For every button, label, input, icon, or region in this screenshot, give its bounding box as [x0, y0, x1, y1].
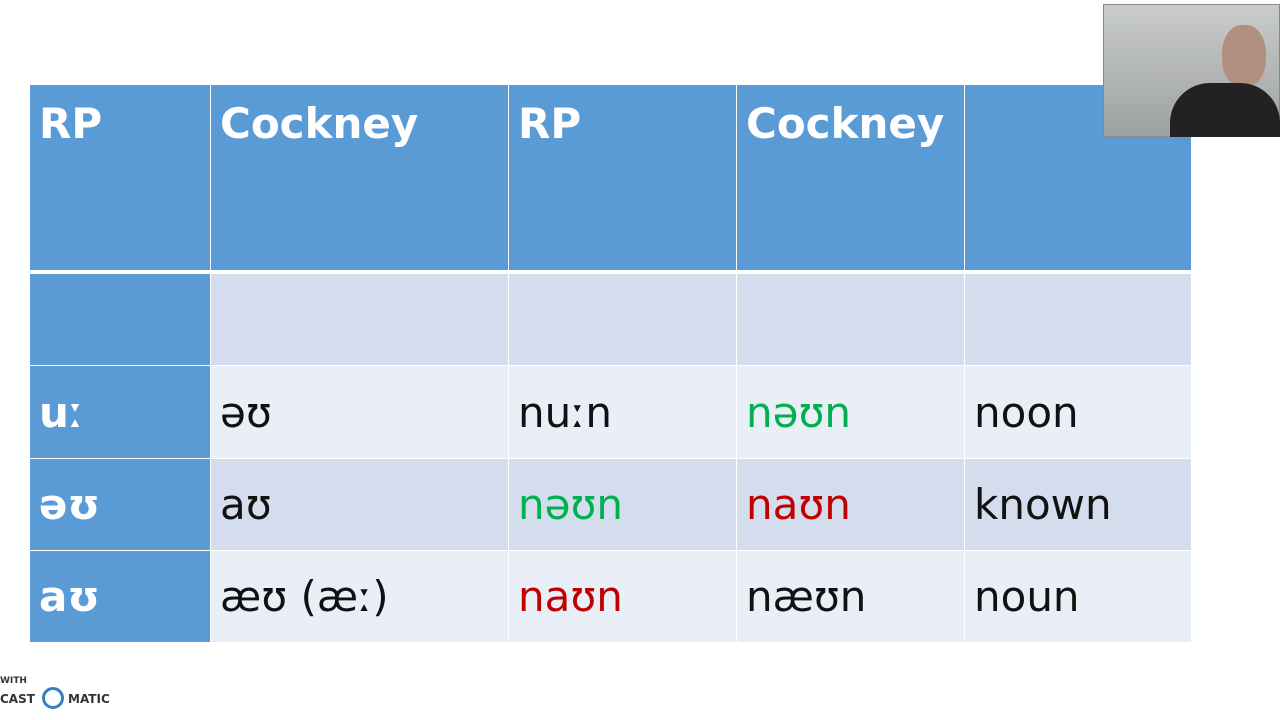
- header-cell: Cockney: [737, 85, 964, 270]
- table-cell: noon: [965, 366, 1191, 458]
- table-cell: nəʊn: [509, 459, 736, 550]
- table-cell: əʊ: [211, 366, 508, 458]
- header-cell: Cockney: [211, 85, 508, 270]
- table-cell: [965, 274, 1191, 365]
- table-cell: uː: [30, 366, 210, 458]
- table-cell: [737, 274, 964, 365]
- table-cell: naʊn: [509, 551, 736, 642]
- watermark-logo: [42, 687, 64, 709]
- header-cell: RP: [30, 85, 210, 270]
- table-cell: næʊn: [737, 551, 964, 642]
- table-cell: nəʊn: [737, 366, 964, 458]
- table-cell: [30, 274, 210, 365]
- table-cell: known: [965, 459, 1191, 550]
- webcam-overlay: [1103, 4, 1280, 137]
- table-cell: əʊ: [30, 459, 210, 550]
- table-cell: aʊ: [30, 551, 210, 642]
- table-cell: aʊ: [211, 459, 508, 550]
- table-cell: nuːn: [509, 366, 736, 458]
- table-cell: [509, 274, 736, 365]
- watermark-text: MATIC: [68, 692, 110, 706]
- watermark-text: CAST: [0, 692, 35, 706]
- table-cell: noun: [965, 551, 1191, 642]
- header-cell: RP: [509, 85, 736, 270]
- table-cell: naʊn: [737, 459, 964, 550]
- table-cell: æʊ (æː): [211, 551, 508, 642]
- watermark-text: WITH: [0, 676, 27, 686]
- table-cell: [211, 274, 508, 365]
